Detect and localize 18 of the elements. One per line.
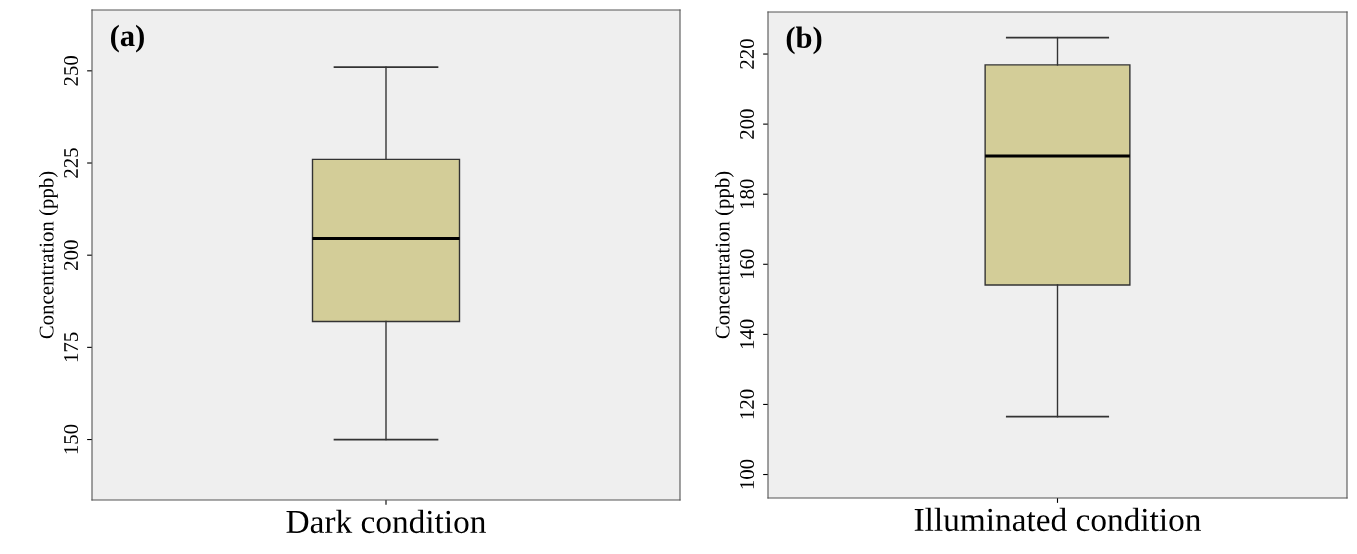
y-tick-label: 150 xyxy=(63,424,79,454)
y-tick-label: 180 xyxy=(739,179,755,208)
y-axis-title: Concentration (ppb) xyxy=(38,171,58,339)
y-tick-label: 225 xyxy=(64,148,79,178)
y-tick-label: 140 xyxy=(739,319,755,349)
x-tick-label: Illuminated condition xyxy=(914,507,1201,532)
y-tick-label: 120 xyxy=(739,389,755,419)
x-tick-label: Dark condition xyxy=(286,509,486,534)
y-axis-title: Concentration (ppb) xyxy=(714,171,734,339)
y-tick-label: 220 xyxy=(739,39,755,69)
y-tick-label: 160 xyxy=(739,249,755,279)
annotation: (a) xyxy=(110,24,144,53)
y-tick-label: 100 xyxy=(739,459,755,489)
y-tick-label: 250 xyxy=(63,56,79,86)
y-tick-label: 200 xyxy=(63,240,79,270)
y-tick-label: 175 xyxy=(64,332,79,362)
text: (b) xyxy=(786,26,822,55)
y-tick-label: 200 xyxy=(739,109,755,139)
